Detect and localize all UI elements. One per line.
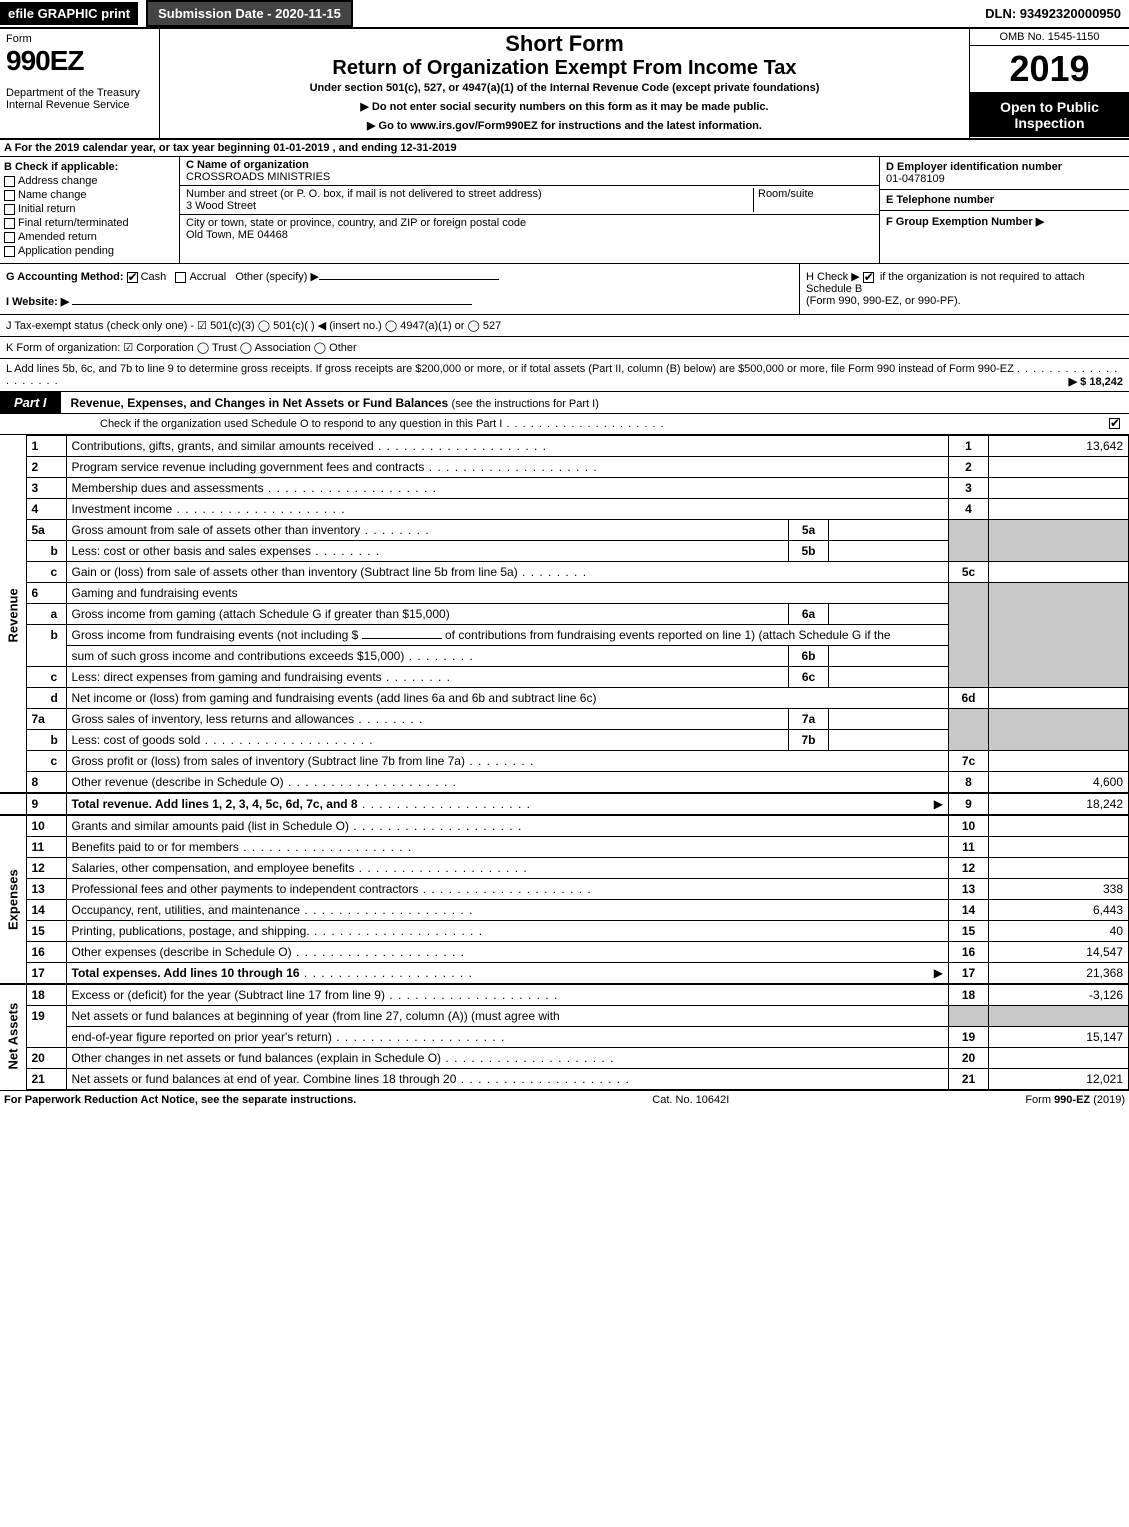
box-g-label: G Accounting Method: bbox=[6, 271, 124, 283]
line-1-num: 1 bbox=[26, 436, 66, 457]
chk-final-return[interactable]: Final return/terminated bbox=[4, 217, 175, 229]
ein-value: 01-0478109 bbox=[886, 173, 1123, 185]
box-e-label: E Telephone number bbox=[886, 194, 1123, 206]
gross-receipts-value: ▶ $ 18,242 bbox=[1069, 375, 1123, 388]
line-a-period: A For the 2019 calendar year, or tax yea… bbox=[0, 140, 1129, 157]
room-suite-label: Room/suite bbox=[753, 188, 873, 212]
chk-amended-return[interactable]: Amended return bbox=[4, 231, 175, 243]
line-1-rn: 1 bbox=[949, 436, 989, 457]
line-6b-amount-input[interactable] bbox=[362, 638, 442, 639]
header-left: Form 990EZ Department of the Treasury In… bbox=[0, 29, 160, 138]
box-h: H Check ▶ if the organization is not req… bbox=[799, 264, 1129, 314]
box-d-label: D Employer identification number bbox=[886, 161, 1123, 173]
page-footer: For Paperwork Reduction Act Notice, see … bbox=[0, 1090, 1129, 1109]
box-f-label: F Group Exemption Number ▶ bbox=[886, 215, 1123, 228]
goto-link[interactable]: ▶ Go to www.irs.gov/Form990EZ for instru… bbox=[168, 119, 961, 132]
footer-catno: Cat. No. 10642I bbox=[652, 1094, 729, 1106]
org-street: 3 Wood Street bbox=[186, 200, 753, 212]
part-i-table: Revenue 1 Contributions, gifts, grants, … bbox=[0, 435, 1129, 1090]
chk-cash[interactable] bbox=[127, 272, 138, 283]
part-i-header: Part I Revenue, Expenses, and Changes in… bbox=[0, 392, 1129, 414]
part-i-check-line: Check if the organization used Schedule … bbox=[0, 414, 1129, 435]
box-i-label: I Website: ▶ bbox=[6, 296, 69, 308]
side-label-revenue: Revenue bbox=[0, 436, 26, 794]
box-l: L Add lines 5b, 6c, and 7b to line 9 to … bbox=[0, 359, 1129, 392]
org-city: Old Town, ME 04468 bbox=[186, 229, 526, 241]
box-def: D Employer identification number 01-0478… bbox=[879, 157, 1129, 263]
side-label-net-assets: Net Assets bbox=[0, 984, 26, 1090]
total-expenses-value: 21,368 bbox=[989, 963, 1129, 985]
omb-number: OMB No. 1545-1150 bbox=[970, 29, 1129, 46]
header-right: OMB No. 1545-1150 2019 Open to Public In… bbox=[969, 29, 1129, 138]
footer-paperwork: For Paperwork Reduction Act Notice, see … bbox=[4, 1094, 356, 1106]
top-bar: efile GRAPHIC print Submission Date - 20… bbox=[0, 0, 1129, 29]
chk-schedule-o-used[interactable] bbox=[1109, 418, 1120, 429]
total-revenue-value: 18,242 bbox=[989, 793, 1129, 815]
chk-accrual[interactable] bbox=[175, 272, 186, 283]
line-1-val: 13,642 bbox=[989, 436, 1129, 457]
box-c: C Name of organization CROSSROADS MINIST… bbox=[180, 157, 879, 263]
form-word: Form bbox=[6, 33, 153, 45]
website-input[interactable] bbox=[72, 304, 472, 305]
box-c-city-label: City or town, state or province, country… bbox=[186, 217, 526, 229]
box-c-addr-label: Number and street (or P. O. box, if mail… bbox=[186, 188, 753, 200]
info-grid: B Check if applicable: Address change Na… bbox=[0, 157, 1129, 264]
box-c-name-label: C Name of organization bbox=[186, 159, 330, 171]
footer-form-ref: Form 990-EZ (2019) bbox=[1025, 1094, 1125, 1106]
form-number: 990EZ bbox=[6, 45, 153, 77]
chk-initial-return[interactable]: Initial return bbox=[4, 203, 175, 215]
short-form-title: Short Form bbox=[168, 31, 961, 57]
box-j: J Tax-exempt status (check only one) - ☑… bbox=[0, 315, 1129, 337]
box-b-title: B Check if applicable: bbox=[4, 161, 175, 173]
open-public-badge: Open to Public Inspection bbox=[970, 93, 1129, 137]
net-assets-eoy-value: 12,021 bbox=[989, 1069, 1129, 1090]
dept-irs: Internal Revenue Service bbox=[6, 99, 153, 111]
header-center: Short Form Return of Organization Exempt… bbox=[160, 29, 969, 138]
under-section: Under section 501(c), 527, or 4947(a)(1)… bbox=[168, 82, 961, 94]
return-title: Return of Organization Exempt From Incom… bbox=[168, 57, 961, 80]
part-i-title: Revenue, Expenses, and Changes in Net As… bbox=[61, 396, 599, 410]
part-i-label: Part I bbox=[0, 392, 61, 413]
chk-name-change[interactable]: Name change bbox=[4, 189, 175, 201]
no-ssn-note: ▶ Do not enter social security numbers o… bbox=[168, 100, 961, 113]
efile-print-button[interactable]: efile GRAPHIC print bbox=[0, 2, 138, 25]
org-name: CROSSROADS MINISTRIES bbox=[186, 171, 330, 183]
tax-year: 2019 bbox=[970, 46, 1129, 93]
dln-label: DLN: 93492320000950 bbox=[977, 2, 1129, 25]
chk-address-change[interactable]: Address change bbox=[4, 175, 175, 187]
side-label-expenses: Expenses bbox=[0, 815, 26, 984]
chk-application-pending[interactable]: Application pending bbox=[4, 245, 175, 257]
box-b: B Check if applicable: Address change Na… bbox=[0, 157, 180, 263]
dept-treasury: Department of the Treasury bbox=[6, 87, 153, 99]
box-g: G Accounting Method: Cash Accrual Other … bbox=[0, 264, 799, 314]
line-1-desc: Contributions, gifts, grants, and simila… bbox=[72, 439, 374, 453]
chk-schedule-b-not-required[interactable] bbox=[863, 272, 874, 283]
g-h-row: G Accounting Method: Cash Accrual Other … bbox=[0, 264, 1129, 315]
box-k: K Form of organization: ☑ Corporation ◯ … bbox=[0, 337, 1129, 359]
other-specify-input[interactable] bbox=[319, 279, 499, 280]
form-header: Form 990EZ Department of the Treasury In… bbox=[0, 29, 1129, 140]
submission-date-button[interactable]: Submission Date - 2020-11-15 bbox=[146, 0, 353, 27]
